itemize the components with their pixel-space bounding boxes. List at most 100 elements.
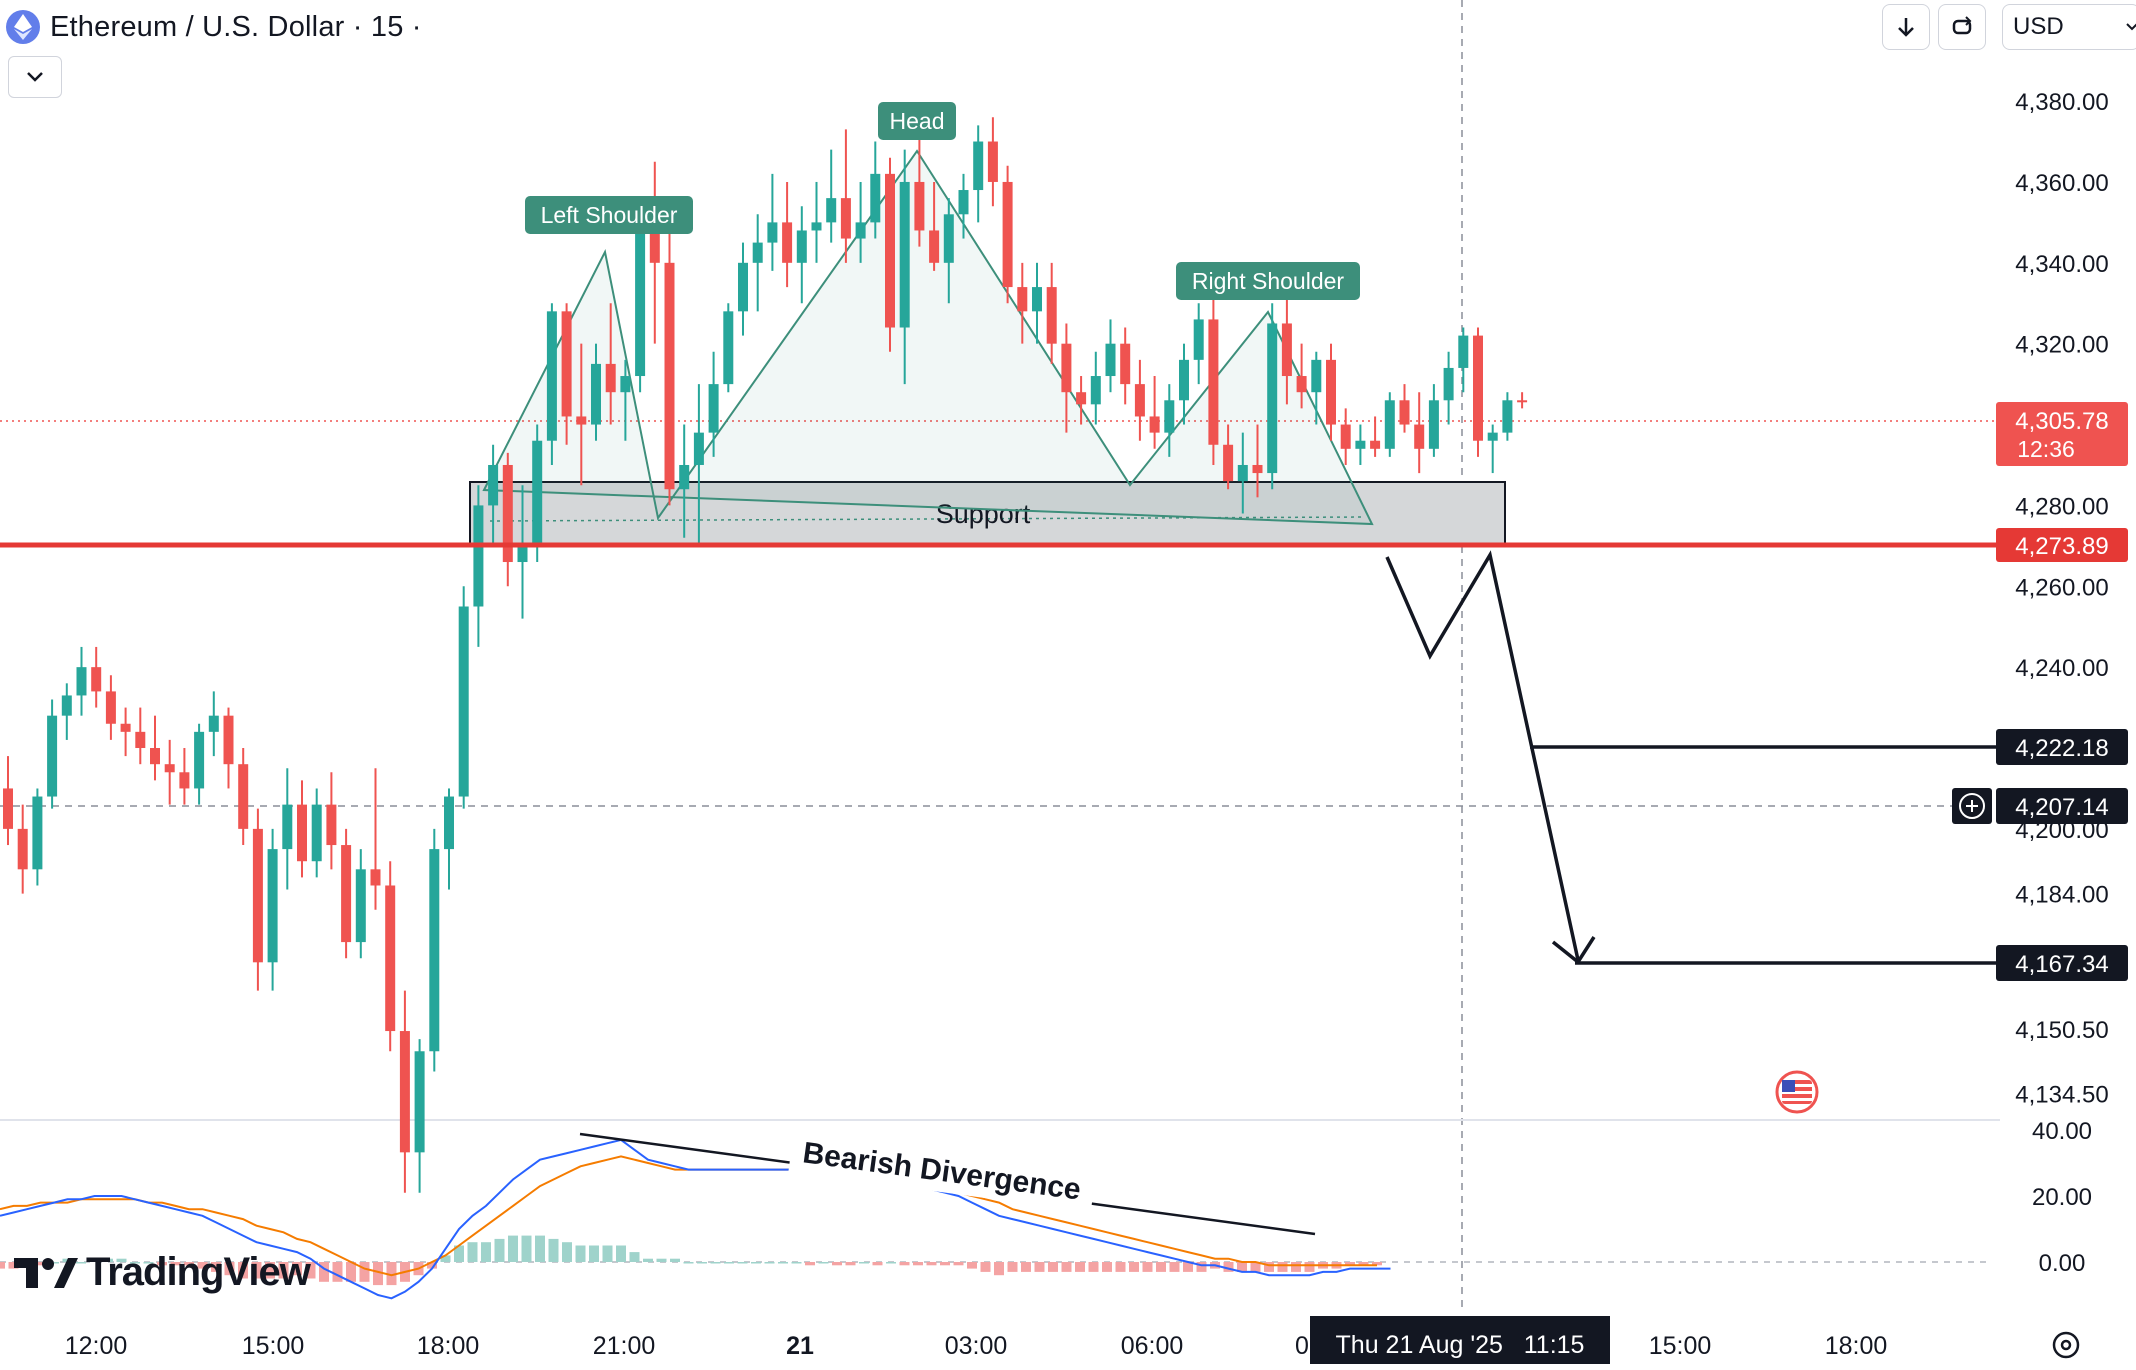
candle	[885, 173, 895, 328]
candle	[708, 384, 719, 433]
candle	[1252, 464, 1263, 474]
svg-text:4,273.89: 4,273.89	[2015, 533, 2108, 560]
macd-histogram-bar	[1250, 1262, 1261, 1272]
candle	[826, 198, 837, 223]
download-button[interactable]	[1882, 4, 1930, 50]
macd-histogram-bar	[1304, 1262, 1315, 1272]
macd-histogram-bar	[616, 1245, 626, 1262]
macd-histogram-bar	[562, 1242, 572, 1262]
macd-histogram-bar	[710, 1262, 721, 1264]
time-axis[interactable]: 12:00 15:00 18:00 21:00 21 03:00 06:00 0…	[65, 1332, 1888, 1360]
macd-histogram-bar	[1156, 1262, 1166, 1272]
candle	[385, 885, 396, 1032]
divergence-label-bg	[788, 1127, 1097, 1213]
add-alert-plus-icon[interactable]	[1952, 788, 1992, 824]
candle	[223, 715, 234, 765]
time-tick: 21	[786, 1332, 814, 1360]
macd-histogram-bar	[1277, 1262, 1288, 1272]
macd-histogram-bar	[1102, 1262, 1112, 1272]
macd-histogram-bar	[967, 1262, 977, 1269]
refresh-button[interactable]	[1938, 4, 1986, 50]
macd-histogram-bar	[0, 1262, 5, 1269]
macd-histogram-bar	[602, 1245, 613, 1262]
macd-histogram-bar	[305, 1262, 316, 1279]
macd-histogram-bar	[818, 1262, 829, 1264]
candle	[591, 363, 601, 425]
left-shoulder-label[interactable]: Left Shoulder	[525, 196, 693, 234]
candle	[458, 606, 469, 797]
candle	[429, 849, 440, 1052]
macd-histogram-bar	[1264, 1262, 1274, 1272]
candle	[17, 828, 28, 870]
symbol-title[interactable]: Ethereum / U.S. Dollar · 15 ·	[50, 10, 422, 43]
currency-select[interactable]: USD	[2002, 4, 2136, 50]
macd-histogram-bar	[508, 1235, 518, 1262]
candle	[179, 772, 190, 789]
macd-histogram-bar	[319, 1262, 329, 1282]
price-tick-label: 4,320.00	[2015, 332, 2108, 359]
price-tick-label: 4,380.00	[2015, 89, 2108, 116]
macd-histogram-bar	[859, 1262, 869, 1264]
candle	[1164, 400, 1175, 433]
chevron-down-icon	[2126, 23, 2136, 31]
macd-histogram-bar	[751, 1262, 761, 1264]
candle	[1487, 432, 1498, 441]
macd-histogram-bar	[157, 1262, 167, 1266]
svg-text:12:36: 12:36	[2017, 436, 2075, 462]
macd-histogram-bar	[1115, 1262, 1126, 1272]
svg-text:4,207.14: 4,207.14	[2015, 794, 2108, 821]
macd-histogram-bar	[1358, 1262, 1369, 1266]
tradingview-logo[interactable]: TradingView	[14, 1250, 311, 1295]
candle	[1090, 376, 1101, 405]
candle	[1281, 323, 1292, 377]
macd-histogram-bar	[76, 1262, 86, 1264]
candle	[664, 262, 675, 490]
macd-histogram-bar	[292, 1262, 302, 1276]
head-shoulders-pattern[interactable]	[482, 149, 1374, 526]
macd-histogram-bar	[454, 1245, 464, 1262]
macd-line	[0, 1138, 1391, 1300]
right-shoulder-label[interactable]: Right Shoulder	[1176, 262, 1360, 300]
chart-settings-icon[interactable]	[2052, 1331, 2080, 1359]
arrow-down-icon	[1898, 18, 1914, 37]
macd-histogram-bar	[1169, 1262, 1180, 1272]
macd-histogram-bar	[35, 1262, 46, 1266]
macd-histogram-bar	[116, 1258, 127, 1262]
ethereum-icon	[6, 10, 40, 44]
candle	[1134, 384, 1145, 417]
macd-histogram-bar	[683, 1262, 694, 1264]
macd-histogram-bar	[548, 1238, 559, 1262]
time-tick: 15:00	[242, 1332, 305, 1360]
candle	[194, 731, 205, 789]
macd-histogram-bar	[764, 1262, 775, 1264]
head-label[interactable]: Head	[878, 102, 956, 140]
macd-histogram-bar	[643, 1258, 653, 1262]
candle	[1149, 416, 1160, 433]
macd-histogram-bar	[1034, 1262, 1045, 1272]
svg-text:4,222.18: 4,222.18	[2015, 735, 2108, 762]
svg-text:Right Shoulder: Right Shoulder	[1192, 268, 1344, 294]
macd-histogram-bar	[1345, 1262, 1355, 1266]
candle	[796, 230, 807, 263]
collapse-button[interactable]	[8, 56, 62, 98]
candle	[473, 505, 484, 607]
candle	[561, 311, 572, 417]
candle	[135, 731, 146, 749]
time-tick: 06:00	[1121, 1332, 1184, 1360]
candle	[311, 804, 322, 862]
candle	[1458, 335, 1469, 368]
candle	[1355, 440, 1366, 449]
candlestick-series	[3, 117, 1528, 1193]
support-zone[interactable]	[469, 481, 1506, 545]
projection-path[interactable]	[1385, 550, 1580, 961]
time-tick: 18:00	[417, 1332, 480, 1360]
us-flag-event-icon[interactable]	[1775, 1070, 1819, 1114]
candle	[47, 715, 58, 797]
candle	[1340, 424, 1351, 449]
macd-histogram-bar	[1007, 1262, 1018, 1272]
candle	[164, 764, 175, 773]
candle	[1267, 323, 1278, 474]
candle	[517, 545, 528, 563]
macd-histogram-bar	[373, 1262, 383, 1286]
